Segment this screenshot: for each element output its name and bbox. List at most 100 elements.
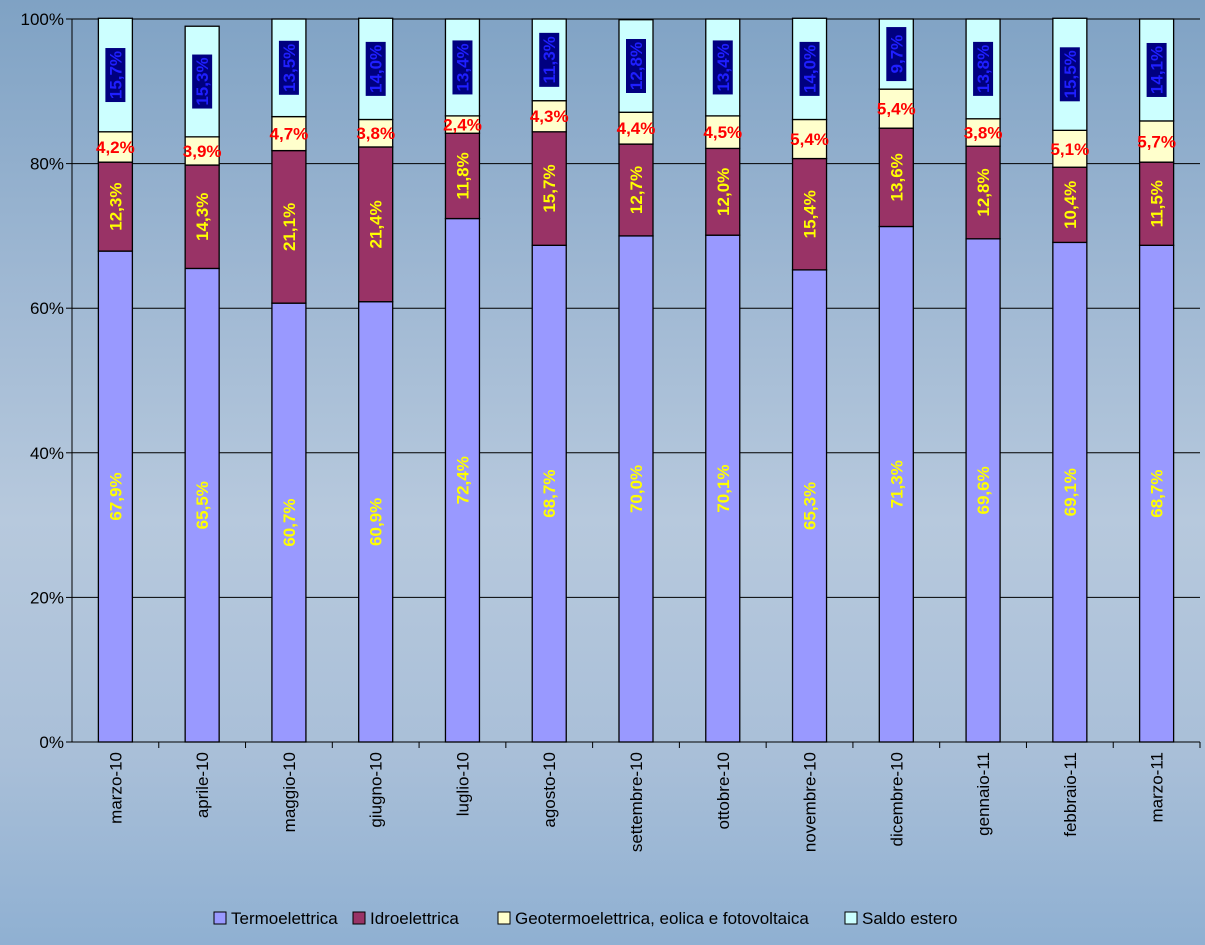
data-label: 13,8% [974, 45, 993, 93]
data-label-box [1059, 47, 1080, 102]
x-tick-label: agosto-10 [540, 752, 559, 828]
data-label: 3,9% [183, 142, 222, 161]
legend-label: Idroelettrica [370, 909, 459, 928]
x-tick-label: novembre-10 [801, 752, 820, 852]
data-label: 14,0% [801, 45, 820, 93]
data-label: 65,5% [193, 481, 212, 529]
data-label: 67,9% [106, 472, 125, 520]
data-label: 4,2% [96, 138, 135, 157]
data-label-box [973, 41, 994, 96]
data-label: 4,5% [703, 123, 742, 142]
data-label: 11,3% [540, 36, 559, 83]
y-tick-label: 60% [30, 299, 64, 318]
data-label-box [1146, 42, 1167, 97]
data-label: 13,4% [714, 43, 733, 91]
x-tick-label: maggio-10 [280, 752, 299, 832]
data-label: 15,7% [106, 51, 125, 99]
data-label-box [712, 40, 733, 95]
data-label-box [452, 40, 473, 95]
data-label: 69,1% [1061, 468, 1080, 516]
bar-segment-1 [184, 267, 220, 743]
bar-segment-3 [1138, 120, 1175, 163]
data-label-box [192, 54, 213, 109]
data-label-box [886, 27, 907, 82]
bar-segment-1 [531, 244, 567, 743]
x-tick-label: febbraio-11 [1061, 752, 1080, 837]
legend-label: Saldo estero [862, 909, 957, 928]
bar-segment-2 [531, 131, 567, 246]
bar-segment-3 [878, 88, 914, 129]
data-label: 14,0% [367, 45, 386, 93]
data-label: 68,7% [540, 470, 559, 518]
data-label: 12,8% [627, 42, 646, 90]
bar-segment-2 [791, 157, 828, 271]
data-label: 4,4% [617, 119, 656, 138]
bar-segment-4 [1138, 18, 1175, 122]
y-tick-label: 20% [30, 588, 64, 607]
data-label: 5,1% [1050, 140, 1089, 159]
data-label: 15,5% [1061, 50, 1080, 98]
x-tick-label: dicembre-10 [887, 752, 906, 847]
bar-segment-1 [1138, 244, 1175, 743]
bar-segment-3 [97, 131, 134, 163]
bar-segment-1 [965, 238, 1001, 743]
data-label: 71,3% [887, 460, 906, 508]
data-label: 15,3% [193, 57, 212, 105]
data-label: 4,7% [270, 125, 309, 144]
bar-segment-2 [271, 149, 307, 304]
data-label: 3,8% [964, 124, 1003, 143]
x-tick-label: gennaio-11 [974, 752, 993, 836]
bar-segment-3 [618, 111, 654, 145]
data-label: 60,9% [367, 498, 386, 546]
bar-segment-4 [705, 18, 741, 117]
bar-segment-1 [97, 250, 134, 743]
data-label-box [626, 38, 646, 93]
y-tick-label: 40% [30, 444, 64, 463]
data-label: 14,3% [193, 193, 212, 241]
data-label: 65,3% [801, 482, 820, 530]
x-tick-label: luglio-10 [453, 752, 472, 816]
data-label: 3,8% [356, 124, 395, 143]
data-label: 12,3% [106, 183, 125, 231]
bar-segment-1 [705, 234, 741, 743]
bar-segment-4 [271, 18, 307, 118]
data-label: 21,4% [367, 200, 386, 248]
data-label: 15,7% [540, 164, 559, 212]
data-label: 13,5% [280, 44, 299, 92]
data-label: 15,4% [801, 190, 820, 238]
data-label: 9,7% [887, 35, 906, 74]
bar-segment-1 [1052, 241, 1088, 743]
x-tick-label: settembre-10 [627, 752, 646, 852]
bar-segment-2 [965, 145, 1001, 240]
legend-swatch [497, 911, 511, 925]
bar-segment-2 [444, 132, 481, 220]
y-tick-label: 100% [21, 10, 64, 29]
bar-segment-3 [965, 118, 1001, 147]
data-label: 70,1% [714, 464, 733, 512]
data-label: 68,7% [1148, 470, 1167, 518]
data-label-box [278, 40, 299, 95]
legend-label: Termoelettrica [231, 909, 338, 928]
bar-segment-2 [1052, 166, 1088, 244]
y-tick-label: 80% [30, 155, 64, 174]
data-label-box [365, 41, 386, 96]
data-label: 70,0% [627, 465, 646, 513]
data-label: 5,7% [1137, 133, 1176, 152]
x-tick-label: ottobre-10 [714, 752, 733, 830]
data-label: 21,1% [280, 203, 299, 251]
data-label: 11,5% [1148, 180, 1167, 227]
bar-segment-1 [444, 217, 481, 743]
bar-segment-1 [271, 302, 307, 743]
data-label: 5,4% [877, 100, 916, 119]
data-label: 13,4% [453, 43, 472, 91]
legend-swatch [844, 911, 858, 925]
data-label: 12,0% [714, 168, 733, 216]
bar-segment-2 [358, 146, 394, 303]
x-tick-label: marzo-10 [106, 752, 125, 824]
data-label: 12,7% [627, 166, 646, 214]
bar-segment-2 [97, 161, 134, 252]
y-tick-label: 0% [39, 733, 64, 752]
legend-swatch [213, 911, 227, 925]
